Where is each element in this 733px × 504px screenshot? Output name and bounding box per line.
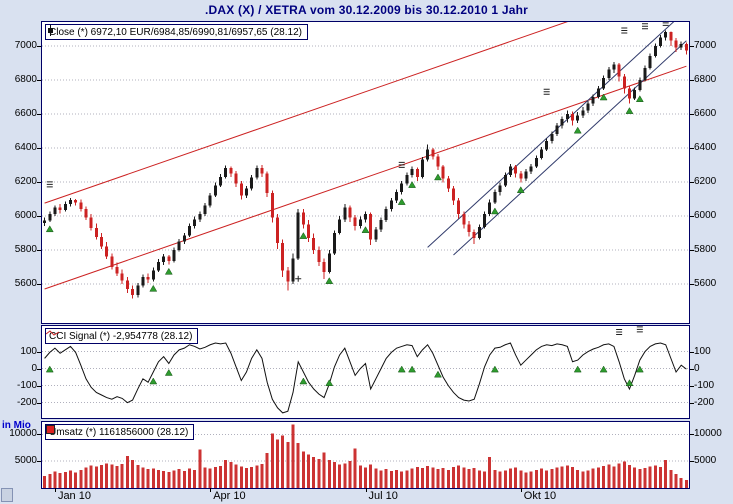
tick-mark (690, 215, 694, 217)
y-axis-label: 5000 (694, 455, 717, 467)
gridlines (42, 351, 689, 404)
tick-mark (690, 368, 694, 370)
volume-unit-label: in Mio (2, 420, 31, 431)
tick-mark (37, 45, 41, 47)
y-axis-label: 5600 (694, 277, 717, 289)
y-axis-label: 7000 (694, 39, 717, 51)
y-axis-label: -100 (16, 379, 37, 391)
y-axis-label: 0 (694, 362, 700, 374)
chart-title: .DAX (X) / XETRA vom 30.12.2009 bis 30.1… (205, 3, 528, 17)
tick-mark (690, 147, 694, 149)
x-axis-label: Jul 10 (368, 490, 398, 502)
price-panel: Close (*) 6972,10 EUR/6984,85/6990,81/69… (41, 21, 690, 324)
y-axis-label: 7000 (14, 39, 37, 51)
y-axis-label: 0 (31, 362, 37, 374)
y-axis-label: 5800 (694, 243, 717, 255)
tick-mark (690, 402, 694, 404)
tick-mark (37, 385, 41, 387)
candlestick-icon (48, 25, 53, 36)
tick-mark (37, 402, 41, 404)
hash-markers (46, 22, 669, 282)
cci-signal-markers (45, 326, 644, 386)
y-axis-label: 6400 (14, 141, 37, 153)
volume-sample-icon (46, 425, 55, 434)
tick-mark (37, 434, 41, 436)
y-axis-label: 6200 (694, 175, 717, 187)
x-axis-label: Jan 10 (57, 490, 91, 502)
cci-chart-canvas[interactable] (42, 326, 689, 418)
tick-mark (690, 461, 694, 463)
scrollbar-corner-button[interactable] (1, 488, 13, 502)
tick-mark (690, 283, 694, 285)
y-axis-label: 6600 (14, 107, 37, 119)
tick-mark (690, 45, 694, 47)
y-axis-label: -200 (16, 396, 37, 408)
tick-mark (37, 368, 41, 370)
y-axis-label: 100 (694, 345, 711, 357)
y-axis-label: 5600 (14, 277, 37, 289)
tick-mark (690, 249, 694, 251)
cci-legend: CCI Signal (*) -2,954778 (28.12) (45, 328, 199, 344)
y-axis-label: 100 (20, 345, 37, 357)
volume-legend: Umsatz (*) 1161856000 (28.12) (45, 424, 195, 440)
y-axis-label: -100 (694, 379, 715, 391)
tick-mark (37, 461, 41, 463)
tick-mark (37, 249, 41, 251)
price-chart-canvas[interactable] (42, 22, 689, 323)
volume-panel: Umsatz (*) 1161856000 (28.12) (41, 421, 690, 489)
tick-mark (37, 79, 41, 81)
y-axis-label: 6000 (14, 209, 37, 221)
y-axis-label: 5000 (14, 455, 37, 467)
tick-mark (37, 181, 41, 183)
y-axis-label: 6400 (694, 141, 717, 153)
y-axis-label: 6200 (14, 175, 37, 187)
tick-mark (690, 113, 694, 115)
y-axis-label: 10000 (694, 428, 722, 440)
tick-mark (365, 488, 367, 492)
tick-mark (690, 385, 694, 387)
y-axis-label: 6600 (694, 107, 717, 119)
cci-legend-text: CCI Signal (*) -2,954778 (28.12) (49, 330, 193, 342)
tick-mark (37, 147, 41, 149)
candles-layer (43, 30, 688, 299)
y-axis-label: -200 (694, 396, 715, 408)
buy-signal-markers (45, 93, 644, 292)
line-sample-icon (46, 330, 60, 336)
y-axis-label: 6000 (694, 209, 717, 221)
tick-mark (690, 351, 694, 353)
tick-mark (690, 434, 694, 436)
tick-mark (690, 181, 694, 183)
price-legend: Close (*) 6972,10 EUR/6984,85/6990,81/69… (45, 24, 308, 40)
price-legend-text: Close (*) 6972,10 EUR/6984,85/6990,81/69… (49, 26, 302, 38)
trendlines (44, 22, 687, 290)
volume-chart-canvas[interactable] (42, 422, 689, 488)
cci-line (44, 342, 687, 414)
tick-mark (37, 283, 41, 285)
x-axis-label: Okt 10 (523, 490, 557, 502)
x-axis-label: Apr 10 (213, 490, 246, 502)
volume-bars (43, 424, 688, 488)
y-axis-label: 6800 (14, 73, 37, 85)
tick-mark (690, 79, 694, 81)
volume-legend-text: Umsatz (*) 1161856000 (28.12) (49, 426, 189, 438)
tick-mark (37, 351, 41, 353)
tick-mark (37, 113, 41, 115)
tick-mark (54, 488, 56, 492)
tick-mark (520, 488, 522, 492)
y-axis-label: 10000 (9, 428, 37, 440)
gridlines (42, 45, 689, 285)
tick-mark (37, 215, 41, 217)
cci-panel: CCI Signal (*) -2,954778 (28.12) (41, 325, 690, 419)
y-axis-label: 6800 (694, 73, 717, 85)
y-axis-label: 5800 (14, 243, 37, 255)
tick-mark (210, 488, 212, 492)
